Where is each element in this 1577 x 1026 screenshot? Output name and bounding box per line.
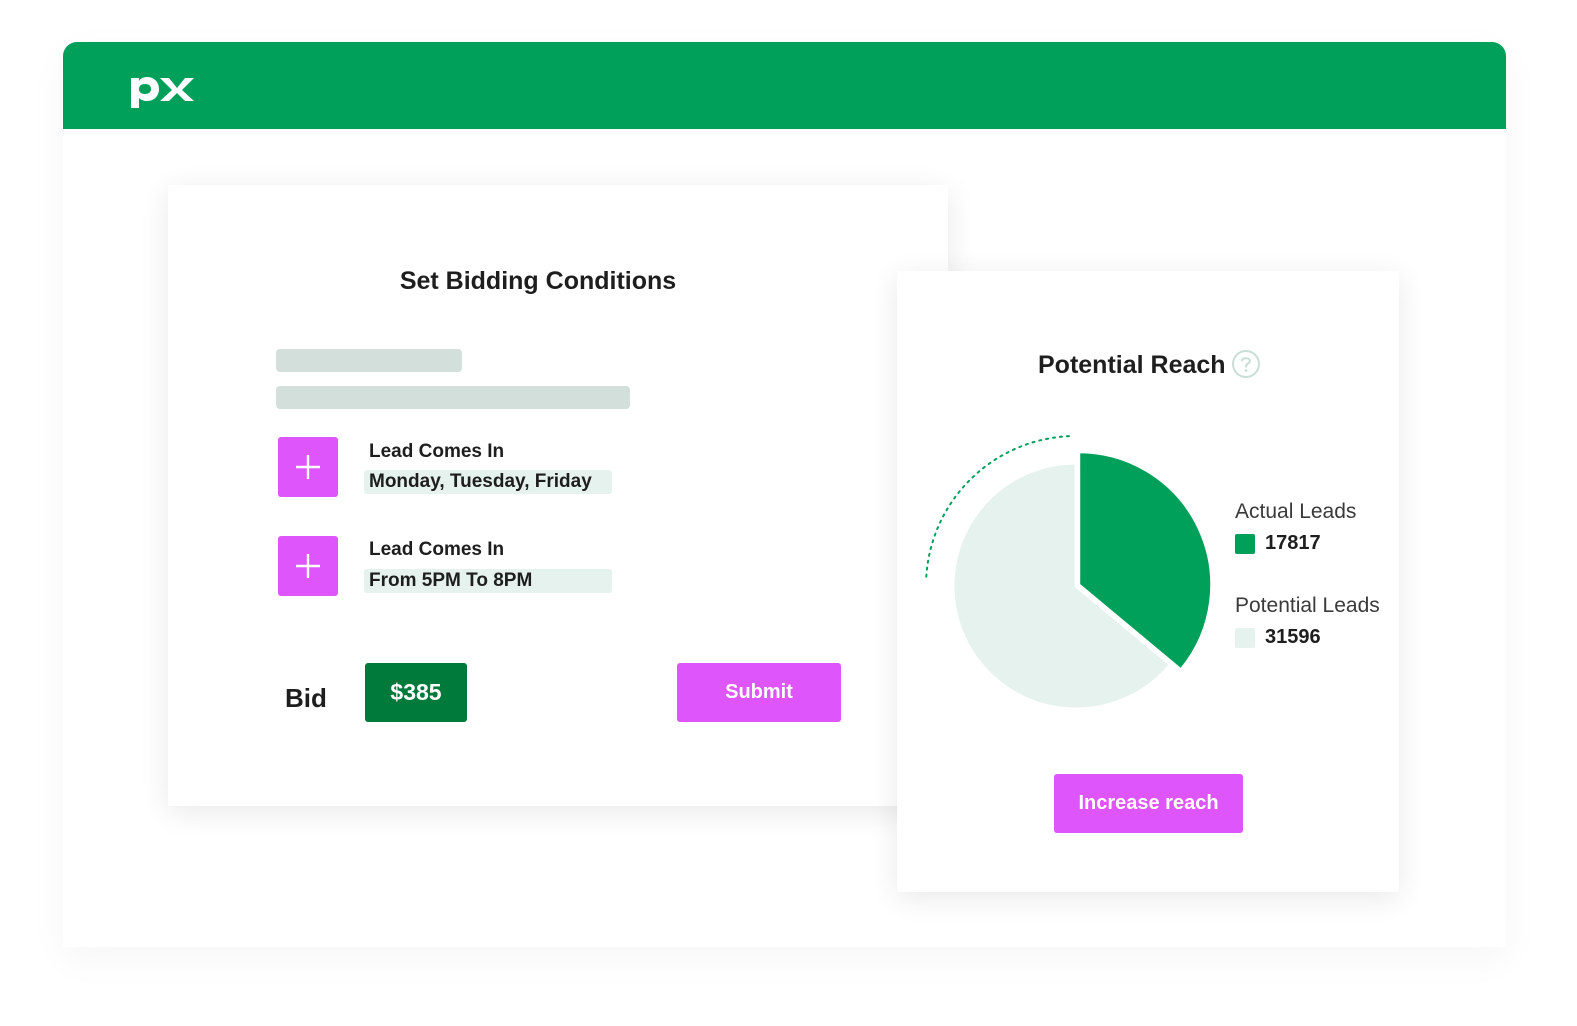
reach-title: Potential Reach <box>1038 351 1226 379</box>
top-bar <box>63 42 1506 129</box>
condition-value-1[interactable]: Monday, Tuesday, Friday <box>364 470 612 494</box>
pie-slice-actual <box>1077 450 1214 672</box>
legend-label-actual: Actual Leads <box>1235 500 1357 523</box>
placeholder-bar-short <box>276 349 462 372</box>
submit-button[interactable]: Submit <box>677 663 841 722</box>
bid-label: Bid <box>285 683 327 713</box>
legend-value-potential: 31596 <box>1265 626 1321 648</box>
legend-label-potential: Potential Leads <box>1235 594 1380 617</box>
pie-slice-potential <box>951 461 1173 711</box>
condition-value-2[interactable]: From 5PM To 8PM <box>364 569 612 593</box>
increase-reach-button[interactable]: Increase reach <box>1054 774 1243 833</box>
condition-label-1: Lead Comes In <box>369 441 505 462</box>
px-logo[interactable] <box>127 68 197 110</box>
question-circle-icon[interactable] <box>1231 349 1261 379</box>
add-condition-button-2[interactable] <box>278 536 338 596</box>
potential-reach-card: Potential Reach Actual Leads 17817 Poten… <box>897 271 1399 892</box>
legend-swatch-actual <box>1235 534 1255 554</box>
bid-amount-field[interactable]: $385 <box>365 663 467 722</box>
bidding-conditions-card: Set Bidding Conditions Lead Comes In Mon… <box>168 185 948 806</box>
dotted-arc-decoration <box>925 435 1073 578</box>
plus-icon <box>296 455 320 479</box>
legend-value-actual: 17817 <box>1265 532 1321 554</box>
bidding-title: Set Bidding Conditions <box>399 267 677 295</box>
plus-icon <box>296 554 320 578</box>
add-condition-button-1[interactable] <box>278 437 338 497</box>
condition-label-2: Lead Comes In <box>369 539 505 560</box>
placeholder-bar-long <box>276 386 630 409</box>
legend-swatch-potential <box>1235 628 1255 648</box>
